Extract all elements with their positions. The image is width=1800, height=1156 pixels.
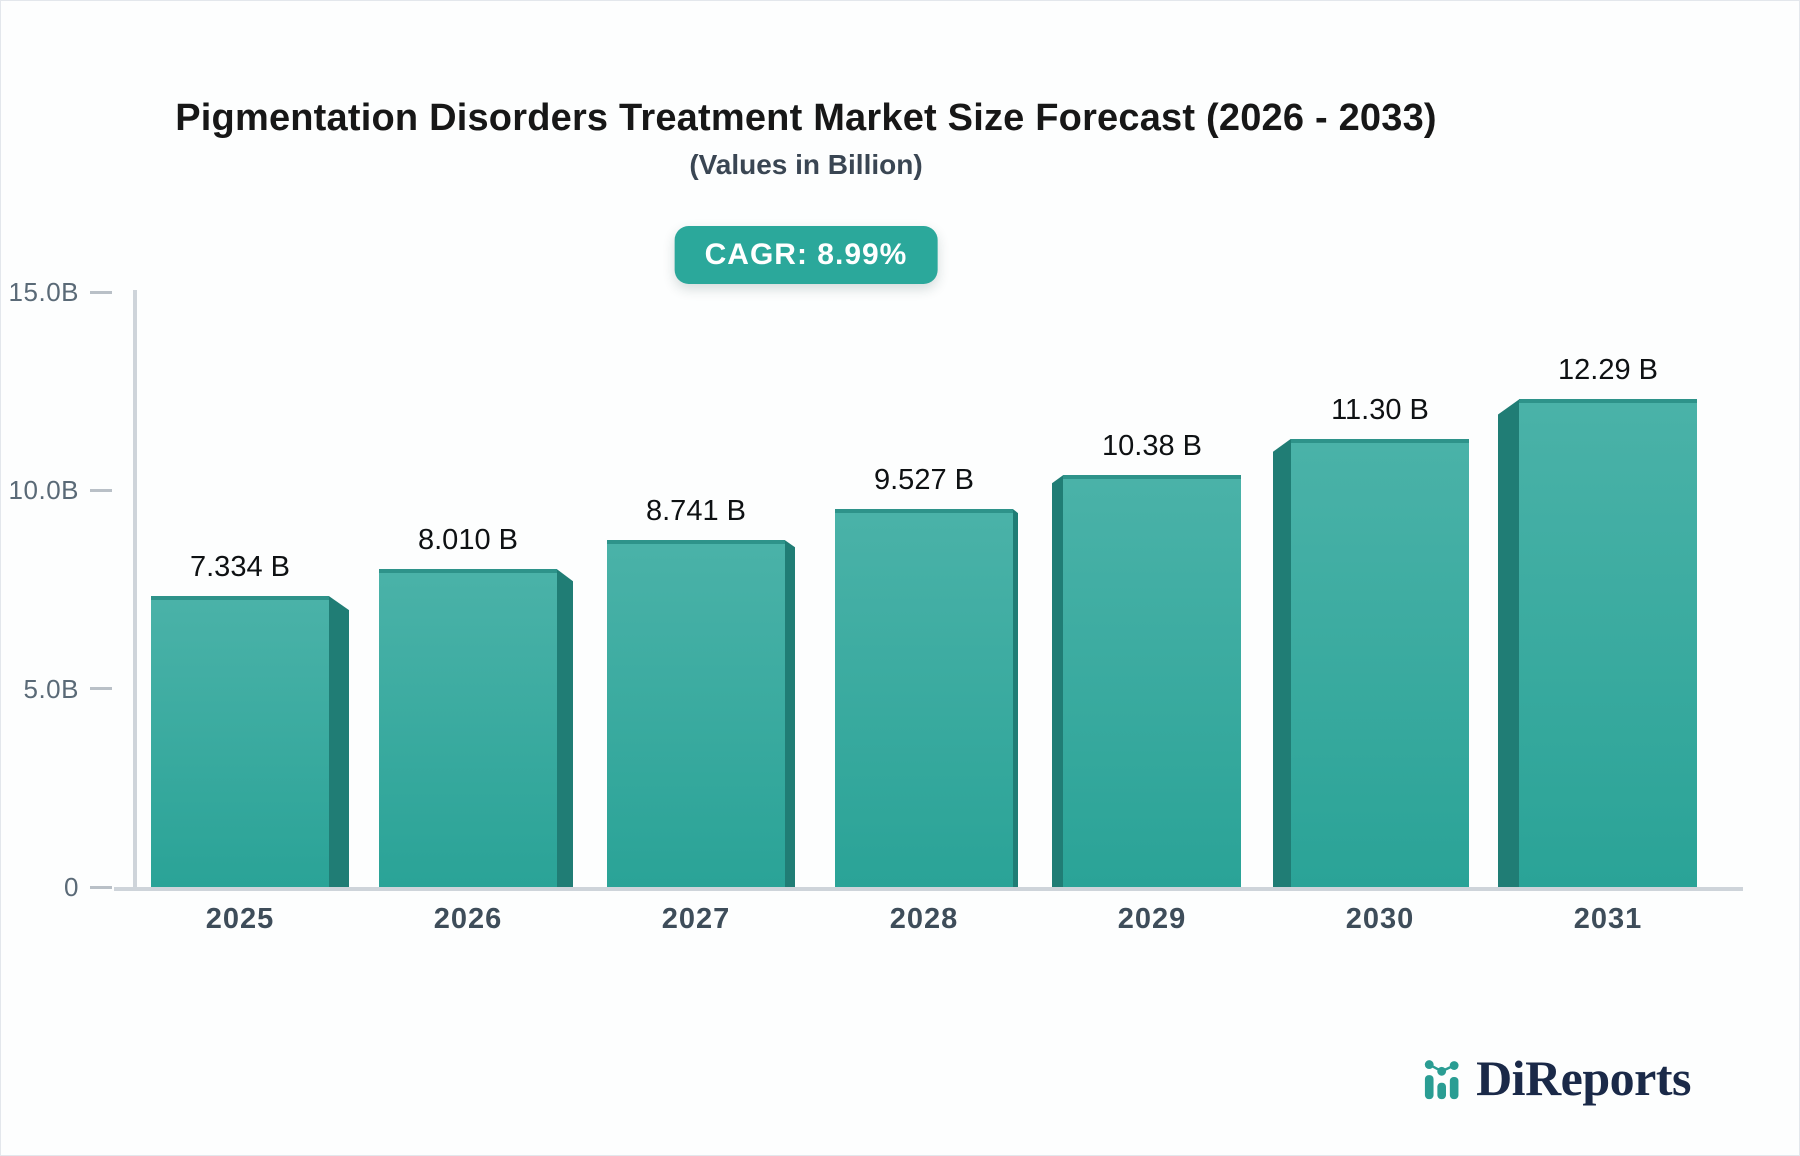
x-axis-label: 2030 xyxy=(1345,903,1415,935)
y-axis-line xyxy=(133,290,137,890)
bar-value-label: 12.29 B xyxy=(1558,354,1658,387)
y-axis-tick-label: 5.0B xyxy=(23,673,79,704)
y-axis-tick-label: 15.0B xyxy=(8,277,79,307)
bar-3d-side xyxy=(1052,475,1063,887)
x-axis-line xyxy=(114,887,1743,891)
x-axis-label: 2027 xyxy=(661,903,731,935)
y-axis-tick-label: 0 xyxy=(64,872,79,902)
bar-3d-side xyxy=(1013,509,1018,887)
bar-3d-side xyxy=(329,596,349,887)
bar-2029 xyxy=(1063,475,1241,887)
y-axis-tick-label: 10.0B xyxy=(8,475,79,506)
y-axis-tick-mark xyxy=(90,488,112,492)
x-axis-label: 2026 xyxy=(433,903,503,935)
x-axis-label: 2031 xyxy=(1573,903,1643,935)
bar-value-label: 10.38 B xyxy=(1102,430,1202,463)
bar-2025 xyxy=(151,596,329,887)
bar-3d-side xyxy=(1273,438,1291,887)
bar-3d-side xyxy=(785,540,795,887)
y-axis-tick-mark xyxy=(90,885,112,889)
bar-2031 xyxy=(1519,399,1697,887)
bar-value-label: 8.010 B xyxy=(418,524,518,557)
y-axis-tick-mark xyxy=(90,290,112,294)
x-axis-label: 2029 xyxy=(1117,903,1187,935)
bar-value-label: 8.741 B xyxy=(646,495,746,528)
bar-value-label: 7.334 B xyxy=(190,551,290,584)
logo-text: DiReports xyxy=(1476,1050,1691,1106)
bar-3d-side xyxy=(1498,399,1519,887)
bar-2026 xyxy=(379,569,557,887)
cagr-badge: CAGR: 8.99% xyxy=(674,226,938,284)
bar-chart-logo-icon xyxy=(1424,1060,1459,1100)
bar-3d-side xyxy=(557,569,573,887)
y-axis-tick-mark xyxy=(90,687,112,691)
bar-2027 xyxy=(607,540,785,887)
direports-logo: DiReports xyxy=(1423,1053,1691,1103)
chart-title: Pigmentation Disorders Treatment Market … xyxy=(175,97,1437,139)
bar-2028 xyxy=(835,509,1013,887)
bar-value-label: 11.30 B xyxy=(1331,393,1429,426)
x-axis-label: 2025 xyxy=(205,903,275,935)
bar-2030 xyxy=(1291,438,1469,887)
bar-value-label: 9.527 B xyxy=(874,464,974,497)
chart-subtitle: (Values in Billion) xyxy=(689,149,923,180)
x-axis-label: 2028 xyxy=(889,903,959,935)
